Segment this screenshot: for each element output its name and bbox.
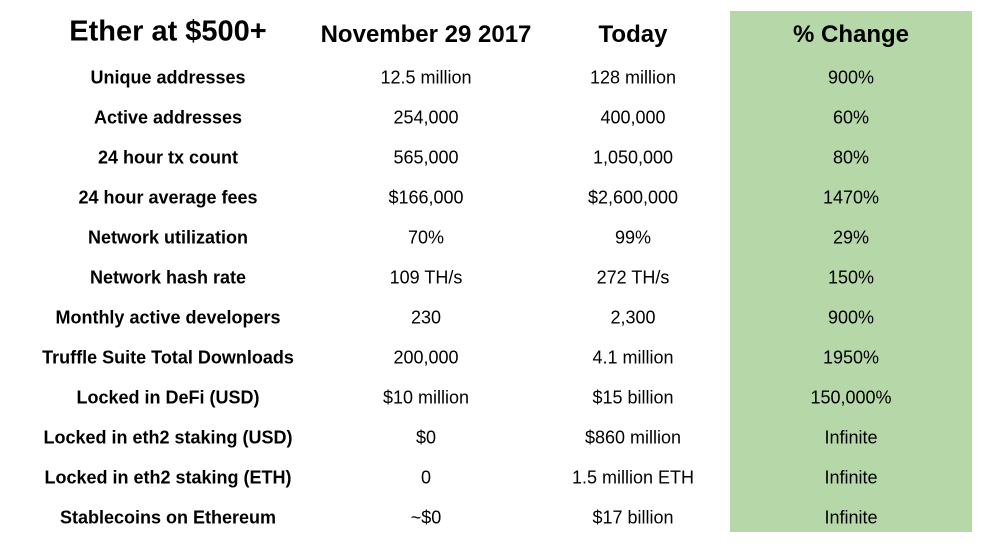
cell-then: $0 xyxy=(415,427,437,448)
cell-then: 230 xyxy=(410,307,442,328)
cell-today: 99% xyxy=(614,227,652,248)
cell-today: 4.1 million xyxy=(592,347,674,368)
cell-label: Locked in eth2 staking (ETH) xyxy=(44,467,292,488)
cell-change: 1950% xyxy=(822,347,880,368)
cell-then: 12.5 million xyxy=(380,67,472,88)
cell-label: Truffle Suite Total Downloads xyxy=(42,347,294,368)
cell-change: 900% xyxy=(827,67,875,88)
cell-change: 60% xyxy=(832,107,870,128)
cell-then: 254,000 xyxy=(393,107,459,128)
cell-change: 150% xyxy=(827,267,875,288)
cell-change: Infinite xyxy=(824,507,878,528)
header-today: Today xyxy=(598,21,668,48)
cell-today: 400,000 xyxy=(600,107,666,128)
cell-then: $166,000 xyxy=(388,187,464,208)
cell-today: $17 billion xyxy=(592,507,674,528)
cell-label: Network hash rate xyxy=(89,267,247,288)
cell-today: $15 billion xyxy=(592,387,674,408)
cell-then: $10 million xyxy=(382,387,470,408)
cell-then: 109 TH/s xyxy=(389,267,463,288)
cell-today: 272 TH/s xyxy=(596,267,670,288)
cell-label: 24 hour average fees xyxy=(78,187,258,208)
cell-today: 2,300 xyxy=(610,307,656,328)
cell-then: ~$0 xyxy=(410,507,442,528)
cell-label: Active addresses xyxy=(93,107,243,128)
cell-today: 128 million xyxy=(589,67,677,88)
cell-label: Unique addresses xyxy=(90,67,246,88)
cell-today: $860 million xyxy=(584,427,682,448)
cell-then: 0 xyxy=(420,467,432,488)
cell-label: 24 hour tx count xyxy=(97,147,239,168)
cell-today: 1,050,000 xyxy=(592,147,674,168)
cell-change: Infinite xyxy=(824,467,878,488)
cell-label: Stablecoins on Ethereum xyxy=(59,507,277,528)
cell-change: 1470% xyxy=(822,187,880,208)
header-change: % Change xyxy=(792,21,910,48)
cell-then: 565,000 xyxy=(393,147,459,168)
table-title: Ether at $500+ xyxy=(69,15,267,48)
cell-change: 150,000% xyxy=(810,387,892,408)
cell-today: $2,600,000 xyxy=(587,187,679,208)
cell-change: 80% xyxy=(832,147,870,168)
change-column-highlight xyxy=(730,11,972,532)
cell-then: 70% xyxy=(407,227,445,248)
cell-change: 900% xyxy=(827,307,875,328)
cell-then: 200,000 xyxy=(393,347,459,368)
cell-label: Monthly active developers xyxy=(55,307,281,328)
cell-change: 29% xyxy=(832,227,870,248)
header-then: November 29 2017 xyxy=(320,21,532,48)
cell-label: Network utilization xyxy=(87,227,249,248)
cell-label: Locked in eth2 staking (USD) xyxy=(43,427,293,448)
cell-today: 1.5 million ETH xyxy=(571,467,695,488)
cell-label: Locked in DeFi (USD) xyxy=(76,387,260,408)
cell-change: Infinite xyxy=(824,427,878,448)
